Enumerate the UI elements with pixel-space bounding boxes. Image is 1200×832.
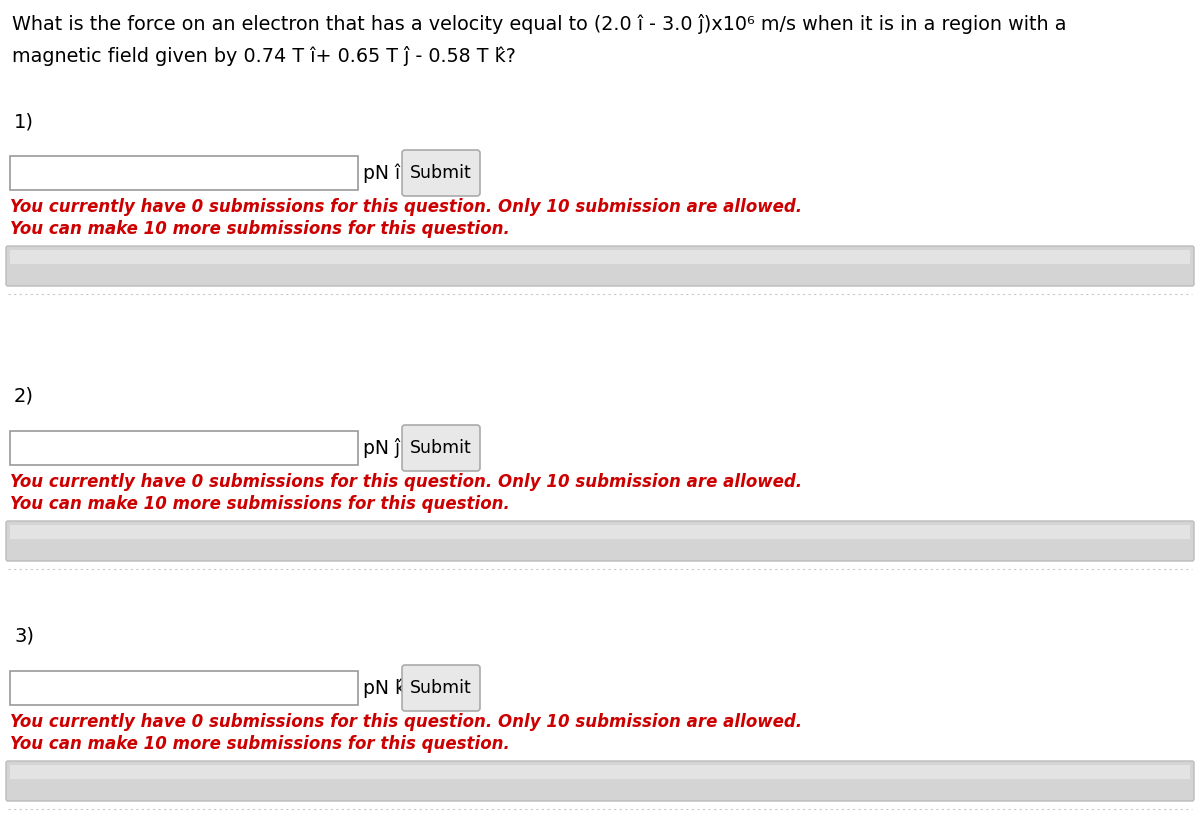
Text: 1): 1) [14,112,34,131]
Text: pN î: pN î [364,163,400,183]
Text: 3): 3) [14,627,34,646]
Text: pN ĵ: pN ĵ [364,438,400,458]
FancyBboxPatch shape [10,765,1190,780]
Text: You can make 10 more submissions for this question.: You can make 10 more submissions for thi… [10,495,510,513]
Text: What is the force on an electron that has a velocity equal to (2.0 î - 3.0 ĵ)x10: What is the force on an electron that ha… [12,14,1067,34]
Text: magnetic field given by 0.74 T î+ 0.65 T ĵ - 0.58 T k̂?: magnetic field given by 0.74 T î+ 0.65 T… [12,46,516,66]
FancyBboxPatch shape [6,521,1194,561]
FancyBboxPatch shape [10,525,1190,539]
FancyBboxPatch shape [10,250,1190,265]
Text: You can make 10 more submissions for this question.: You can make 10 more submissions for thi… [10,735,510,753]
Text: Submit: Submit [410,439,472,457]
FancyBboxPatch shape [10,431,358,465]
FancyBboxPatch shape [10,156,358,190]
FancyBboxPatch shape [6,246,1194,286]
Text: Submit: Submit [410,679,472,697]
Text: 2): 2) [14,387,34,406]
Text: You currently have 0 submissions for this question. Only 10 submission are allow: You currently have 0 submissions for thi… [10,473,802,491]
FancyBboxPatch shape [6,761,1194,801]
Text: Submit: Submit [410,164,472,182]
Text: pN k̂: pN k̂ [364,678,406,698]
Text: You currently have 0 submissions for this question. Only 10 submission are allow: You currently have 0 submissions for thi… [10,713,802,731]
FancyBboxPatch shape [10,671,358,705]
Text: You can make 10 more submissions for this question.: You can make 10 more submissions for thi… [10,220,510,238]
Text: You currently have 0 submissions for this question. Only 10 submission are allow: You currently have 0 submissions for thi… [10,198,802,216]
FancyBboxPatch shape [402,425,480,471]
FancyBboxPatch shape [402,150,480,196]
FancyBboxPatch shape [402,665,480,711]
